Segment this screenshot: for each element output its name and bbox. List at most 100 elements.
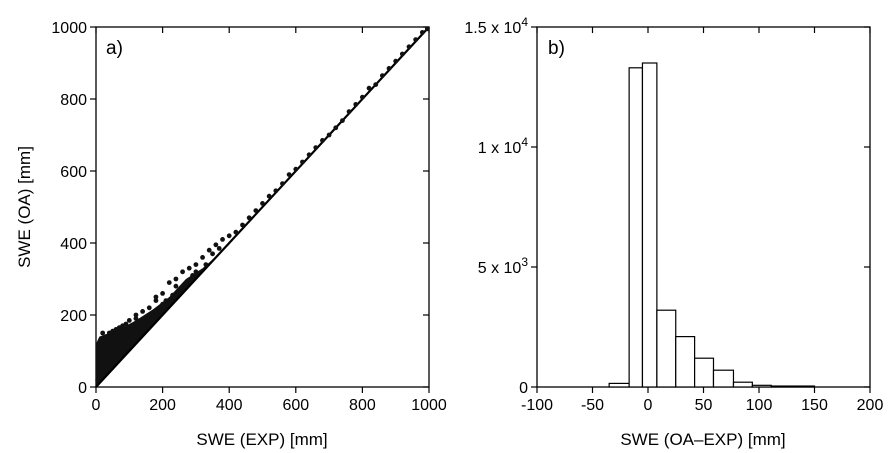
histogram-bar (712, 369, 735, 388)
scatter-point (260, 201, 265, 206)
histogram-panel-label: b) (548, 38, 565, 59)
scatter-point (186, 265, 192, 271)
scatter-panel-label: a) (106, 38, 123, 59)
scatter-point (373, 82, 379, 87)
scatter-point (313, 145, 319, 151)
scatter-point (153, 294, 159, 300)
scatter-point (150, 312, 156, 318)
scatter-point (173, 283, 179, 289)
scatter-point (153, 298, 159, 303)
scatter-point (406, 44, 412, 50)
histogram-ticks: -100 -50 0 50 100 150 200 0 5 x 103 1 x 104 1.5 x … (464, 15, 883, 414)
x-tick-label: 600 (282, 397, 309, 414)
y-tick-label: 5 x 103 (478, 255, 529, 277)
scatter-point (393, 58, 399, 64)
scatter-point (266, 193, 272, 199)
scatter-y-axis-label: SWE (OA) [mm] (15, 146, 34, 268)
histogram-bar (628, 67, 644, 388)
scatter-point (100, 355, 106, 361)
scatter-point (399, 51, 405, 57)
x-tick-label: 0 (644, 397, 653, 414)
scatter-point (146, 305, 152, 311)
scatter-point (346, 109, 352, 114)
histogram-bar (751, 384, 772, 388)
scatter-point (105, 341, 111, 347)
scatter-point (300, 159, 305, 165)
scatter-point (108, 337, 114, 343)
scatter-point (293, 166, 299, 172)
scatter-point (253, 208, 259, 214)
y-tick-label: 800 (60, 92, 87, 109)
scatter-panel: a) SWE (EXP) [mm] SWE (OA) [mm] 0 200 400 6… (15, 20, 447, 449)
scatter-point (133, 312, 139, 318)
scatter-point (128, 323, 134, 329)
scatter-point (353, 102, 359, 107)
histogram-bars (608, 62, 816, 388)
histogram-bar (770, 385, 816, 388)
scatter-point (160, 291, 166, 296)
scatter-point (280, 181, 285, 187)
x-tick-label: 400 (216, 397, 243, 414)
scatter-point (111, 334, 117, 339)
scatter-point (156, 309, 162, 314)
scatter-point (246, 215, 252, 221)
scatter-point (386, 66, 392, 71)
scatter-point (424, 26, 430, 32)
scatter-point (113, 341, 119, 347)
scatter-point (419, 30, 425, 35)
scatter-point (100, 330, 106, 336)
scatter-point (166, 280, 172, 285)
x-tick-label: 200 (857, 397, 884, 414)
scatter-point (233, 229, 239, 235)
scatter-point (143, 319, 149, 325)
y-tick-label: 1000 (51, 20, 87, 37)
scatter-point (226, 233, 232, 239)
x-tick-label: 0 (92, 397, 101, 414)
scatter-point (366, 85, 372, 91)
scatter-plot-frame (95, 26, 430, 388)
histogram-plot-frame (536, 26, 871, 388)
scatter-point (180, 269, 185, 275)
scatter-point (173, 276, 179, 282)
scatter-point (210, 251, 215, 257)
histogram-bar (608, 382, 630, 388)
scatter-point (176, 287, 182, 293)
histogram-bar (694, 357, 715, 388)
scatter-point (379, 73, 385, 78)
scatter-point (126, 318, 132, 323)
histogram-bar (732, 381, 753, 388)
scatter-point (140, 309, 146, 314)
scatter-point (120, 334, 126, 339)
y-tick-label: 0 (78, 380, 87, 397)
y-tick-label: 1 x 104 (478, 135, 529, 157)
scatter-point (101, 348, 107, 354)
scatter-ticks: 0 200 400 600 800 1000 0 200 400 600 800 1000 (51, 20, 446, 414)
histogram-bar (641, 62, 658, 388)
scatter-point (220, 237, 225, 242)
scatter-one-to-one-line (95, 26, 430, 388)
scatter-point (360, 94, 365, 100)
scatter-point (206, 247, 212, 253)
histogram-bar (675, 336, 696, 388)
scatter-point (216, 246, 222, 251)
x-tick-label: -100 (521, 397, 553, 414)
x-tick-label: 50 (695, 397, 713, 414)
scatter-point (306, 152, 312, 158)
scatter-point (333, 125, 339, 131)
scatter-point (200, 255, 205, 260)
y-tick-label: 600 (60, 164, 87, 181)
scatter-point (103, 334, 109, 339)
x-tick-label: 100 (746, 397, 773, 414)
scatter-point (136, 323, 142, 329)
scatter-point (340, 118, 345, 123)
scatter-point (96, 363, 102, 368)
scatter-point (273, 188, 279, 194)
scatter-point (98, 345, 104, 350)
x-tick-label: 1000 (411, 397, 447, 414)
scatter-point (190, 273, 195, 278)
scatter-point (203, 262, 209, 267)
scatter-point (160, 301, 166, 307)
scatter-point (130, 327, 136, 332)
scatter-point (193, 269, 199, 275)
